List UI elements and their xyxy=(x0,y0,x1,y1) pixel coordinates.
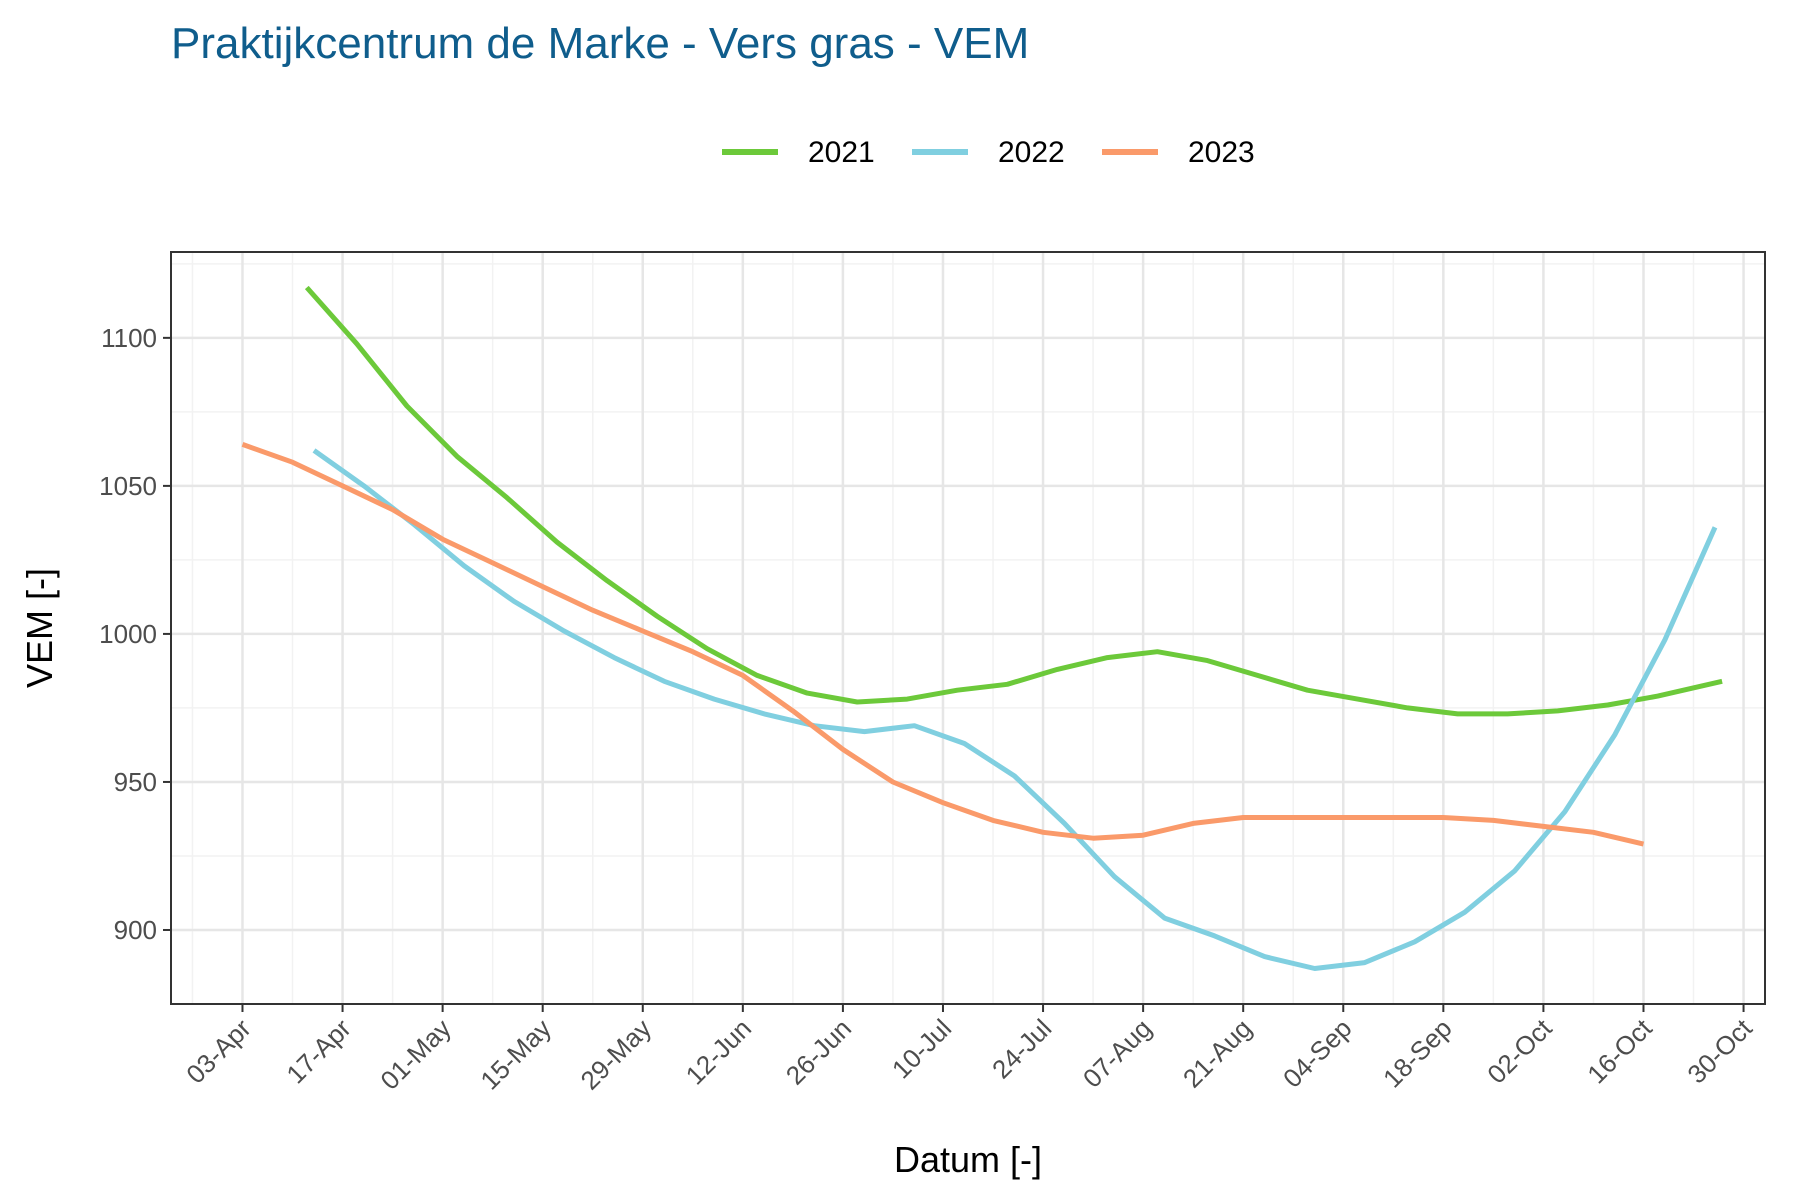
y-axis-label: VEM [-] xyxy=(19,568,60,688)
x-tick-label: 12-Jun xyxy=(680,1013,757,1090)
x-tick-label: 01-May xyxy=(374,1013,457,1096)
x-tick-label: 29-May xyxy=(574,1013,657,1096)
data-line xyxy=(304,285,1723,717)
legend-label: 2021 xyxy=(808,136,875,169)
y-tick-label: 1000 xyxy=(99,619,157,649)
y-tick-label: 900 xyxy=(114,915,157,945)
plot-border xyxy=(170,251,1766,1005)
legend: 2021 2022 2023 xyxy=(722,136,1255,169)
x-tick-label: 10-Jul xyxy=(886,1013,957,1084)
y-tick-label: 1050 xyxy=(99,471,157,501)
y-tick-label: 1100 xyxy=(101,323,157,353)
x-tick-label: 07-Aug xyxy=(1077,1013,1157,1093)
x-tick-label: 26-Jun xyxy=(780,1013,857,1090)
legend-label: 2022 xyxy=(998,136,1065,169)
x-tick-label: 02-Oct xyxy=(1481,1012,1558,1089)
x-tick-label: 24-Jul xyxy=(986,1013,1057,1084)
legend-label: 2023 xyxy=(1188,136,1255,169)
x-axis-label: Datum [-] xyxy=(894,1139,1042,1180)
y-tick-label: 950 xyxy=(114,767,157,797)
x-tick-label: 17-Apr xyxy=(280,1013,357,1090)
chart-title: Praktijkcentrum de Marke - Vers gras - V… xyxy=(171,19,1029,68)
x-tick-label: 04-Sep xyxy=(1277,1013,1357,1093)
data-line xyxy=(241,442,1645,847)
x-tick-label: 16-Oct xyxy=(1581,1012,1658,1089)
plot-background xyxy=(171,252,1765,1004)
x-tick-label: 03-Apr xyxy=(180,1013,257,1090)
x-tick-label: 15-May xyxy=(474,1013,557,1096)
x-tick-label: 21-Aug xyxy=(1177,1013,1257,1093)
x-tick-label: 18-Sep xyxy=(1377,1013,1457,1093)
data-line xyxy=(312,448,1718,971)
x-tick-label: 30-Oct xyxy=(1681,1012,1758,1089)
